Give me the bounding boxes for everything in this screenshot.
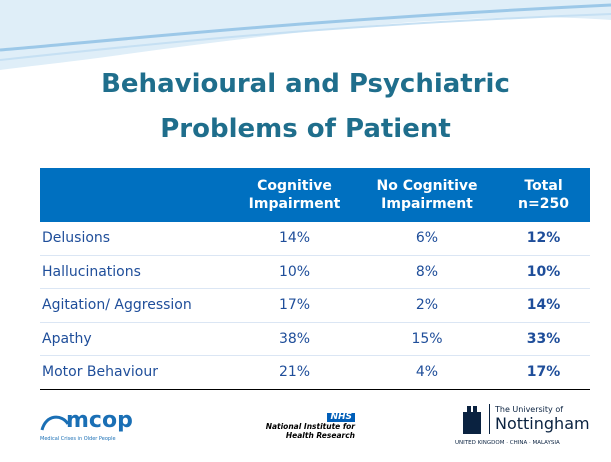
table-cell: 4% bbox=[415, 364, 439, 381]
table-header: Cognitive Impairment No Cognitive Impairmen… bbox=[40, 168, 590, 222]
header-text: Impairment bbox=[248, 196, 341, 212]
table-cell: 15% bbox=[411, 330, 443, 347]
table-row: Apathy 38% 15% 33% bbox=[40, 323, 590, 356]
header-text: Cognitive bbox=[257, 178, 332, 194]
table-cell: 12% bbox=[526, 230, 561, 247]
nottingham-tagline: UNITED KINGDOM · CHINA · MALAYSIA bbox=[455, 440, 560, 446]
header-text: No Cognitive bbox=[376, 178, 478, 194]
table-body: Delusions 14% 6% 12% Hallucinations 10% 8% 10% A… bbox=[40, 222, 590, 390]
castle-icon bbox=[463, 406, 481, 434]
table-cell: 14% bbox=[526, 297, 561, 314]
nhs-line: Health Research bbox=[285, 431, 355, 440]
table-cell: 14% bbox=[278, 230, 311, 247]
row-label: Hallucinations bbox=[42, 263, 141, 280]
header-decoration bbox=[0, 0, 611, 70]
table-cell: 17% bbox=[526, 364, 561, 381]
nhs-badge: NHS bbox=[327, 413, 355, 422]
row-label: Apathy bbox=[42, 330, 92, 347]
table-cell: 38% bbox=[278, 330, 311, 347]
table-cell: 2% bbox=[415, 297, 439, 314]
header-text: n=250 bbox=[518, 196, 569, 212]
table-row: Delusions 14% 6% 12% bbox=[40, 222, 590, 256]
header-cell: Cognitive Impairment bbox=[232, 168, 357, 222]
nhs-logo: NHS National Institute for Health Resear… bbox=[250, 412, 355, 440]
table-cell: 17% bbox=[278, 297, 311, 314]
table-cell: 10% bbox=[526, 263, 561, 280]
header-text: Total bbox=[524, 178, 563, 194]
table-cell: 10% bbox=[278, 263, 311, 280]
table-row: Hallucinations 10% 8% 10% bbox=[40, 256, 590, 289]
header-cell: Total n=250 bbox=[497, 168, 590, 222]
title-line: Behavioural and Psychiatric bbox=[101, 69, 510, 99]
nottingham-name: Nottingham bbox=[495, 414, 590, 433]
table-cell: 8% bbox=[415, 263, 439, 280]
row-label: Delusions bbox=[42, 230, 111, 247]
mcop-icon bbox=[40, 415, 70, 431]
table-cell: 6% bbox=[415, 230, 439, 247]
mcop-name: mcop bbox=[66, 408, 133, 433]
table-row: Motor Behaviour 21% 4% 17% bbox=[40, 356, 590, 390]
nottingham-line: The University of bbox=[495, 405, 564, 414]
table-cell: 33% bbox=[526, 330, 561, 347]
table: Cognitive Impairment No Cognitive Impairmen… bbox=[40, 168, 590, 390]
header-cell bbox=[40, 168, 232, 222]
table-cell: 21% bbox=[278, 364, 311, 381]
row-label: Agitation/ Aggression bbox=[42, 297, 192, 314]
header-text: Impairment bbox=[381, 196, 473, 212]
mcop-tagline: Medical Crises in Older People bbox=[40, 436, 116, 442]
nhs-line: National Institute for bbox=[265, 422, 355, 431]
table-row: Agitation/ Aggression 17% 2% 14% bbox=[40, 289, 590, 323]
title-line: Problems of Patient bbox=[160, 114, 451, 144]
slide-title: Behavioural and Psychiatric Problems of … bbox=[0, 62, 611, 152]
row-label: Motor Behaviour bbox=[42, 364, 158, 381]
header-cell: No Cognitive Impairment bbox=[357, 168, 497, 222]
